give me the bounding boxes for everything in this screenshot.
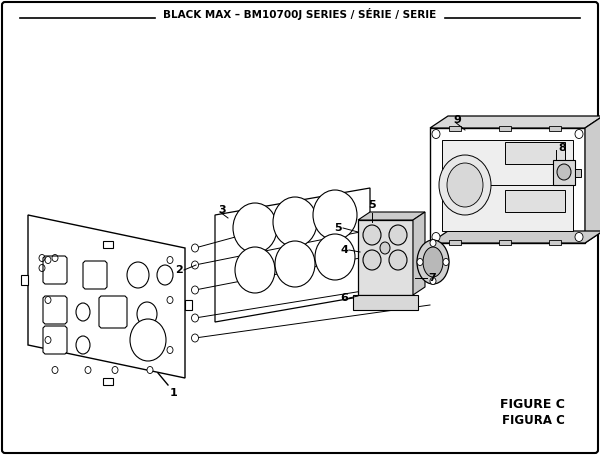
Text: BLACK MAX – BM10700J SERIES / SÉRIE / SERIE: BLACK MAX – BM10700J SERIES / SÉRIE / SE… [163, 8, 437, 20]
Ellipse shape [191, 334, 199, 342]
Ellipse shape [233, 203, 277, 253]
Ellipse shape [432, 233, 440, 242]
Ellipse shape [52, 366, 58, 374]
Ellipse shape [363, 225, 381, 245]
Ellipse shape [417, 258, 423, 266]
Bar [575, 169, 581, 177]
Polygon shape [215, 188, 370, 322]
Bar [358, 220, 413, 295]
Text: 3: 3 [218, 205, 226, 215]
Ellipse shape [112, 366, 118, 374]
Polygon shape [185, 300, 192, 310]
Polygon shape [103, 378, 113, 385]
Polygon shape [21, 275, 28, 285]
Polygon shape [585, 116, 600, 243]
Ellipse shape [430, 278, 436, 284]
Bar [449, 240, 461, 245]
Ellipse shape [315, 234, 355, 280]
Bar [353, 295, 418, 310]
Text: 4: 4 [340, 245, 348, 255]
Ellipse shape [389, 250, 407, 270]
Bar [549, 126, 561, 131]
Ellipse shape [167, 347, 173, 354]
Ellipse shape [380, 242, 390, 254]
Ellipse shape [191, 261, 199, 269]
Ellipse shape [447, 163, 483, 207]
Ellipse shape [557, 164, 571, 180]
Ellipse shape [389, 225, 407, 245]
Text: 1: 1 [170, 388, 178, 398]
Polygon shape [28, 215, 185, 378]
Ellipse shape [432, 130, 440, 138]
Text: FIGURA C: FIGURA C [502, 414, 565, 426]
Bar [499, 126, 511, 131]
Ellipse shape [273, 197, 317, 247]
Ellipse shape [45, 337, 51, 344]
Polygon shape [103, 241, 113, 248]
Polygon shape [413, 212, 425, 295]
Ellipse shape [575, 233, 583, 242]
Polygon shape [358, 212, 425, 220]
Ellipse shape [363, 250, 381, 270]
Ellipse shape [45, 297, 51, 303]
Ellipse shape [130, 319, 166, 361]
Polygon shape [430, 116, 600, 128]
Ellipse shape [430, 239, 436, 247]
Ellipse shape [167, 297, 173, 303]
Ellipse shape [439, 155, 491, 215]
Polygon shape [430, 231, 600, 243]
Polygon shape [99, 296, 127, 328]
Ellipse shape [423, 247, 443, 277]
Text: 8: 8 [558, 143, 566, 153]
Bar [505, 142, 565, 164]
Polygon shape [43, 296, 67, 324]
Ellipse shape [137, 302, 157, 326]
Ellipse shape [417, 240, 449, 284]
Ellipse shape [45, 257, 51, 263]
Bar [499, 240, 511, 245]
Ellipse shape [575, 130, 583, 138]
Ellipse shape [147, 366, 153, 374]
Text: 5: 5 [368, 200, 376, 210]
Polygon shape [83, 261, 107, 289]
Ellipse shape [235, 247, 275, 293]
Ellipse shape [191, 244, 199, 252]
Ellipse shape [157, 265, 173, 285]
Ellipse shape [275, 241, 315, 287]
Bar [442, 140, 573, 231]
Ellipse shape [76, 336, 90, 354]
Ellipse shape [76, 303, 90, 321]
Text: 5: 5 [334, 223, 342, 233]
Text: 7: 7 [428, 273, 436, 283]
Bar [549, 240, 561, 245]
Text: FIGURE C: FIGURE C [500, 399, 565, 411]
Text: 2: 2 [175, 265, 183, 275]
Bar [449, 126, 461, 131]
Text: 9: 9 [453, 115, 461, 125]
Text: 6: 6 [340, 293, 348, 303]
Bar [505, 190, 565, 212]
Bar [430, 128, 585, 243]
Ellipse shape [191, 286, 199, 294]
Ellipse shape [313, 190, 357, 240]
Polygon shape [43, 326, 67, 354]
Bar [553, 160, 575, 185]
Ellipse shape [85, 366, 91, 374]
Ellipse shape [443, 258, 449, 266]
Ellipse shape [167, 257, 173, 263]
Polygon shape [43, 256, 67, 284]
Ellipse shape [191, 314, 199, 322]
Ellipse shape [127, 262, 149, 288]
